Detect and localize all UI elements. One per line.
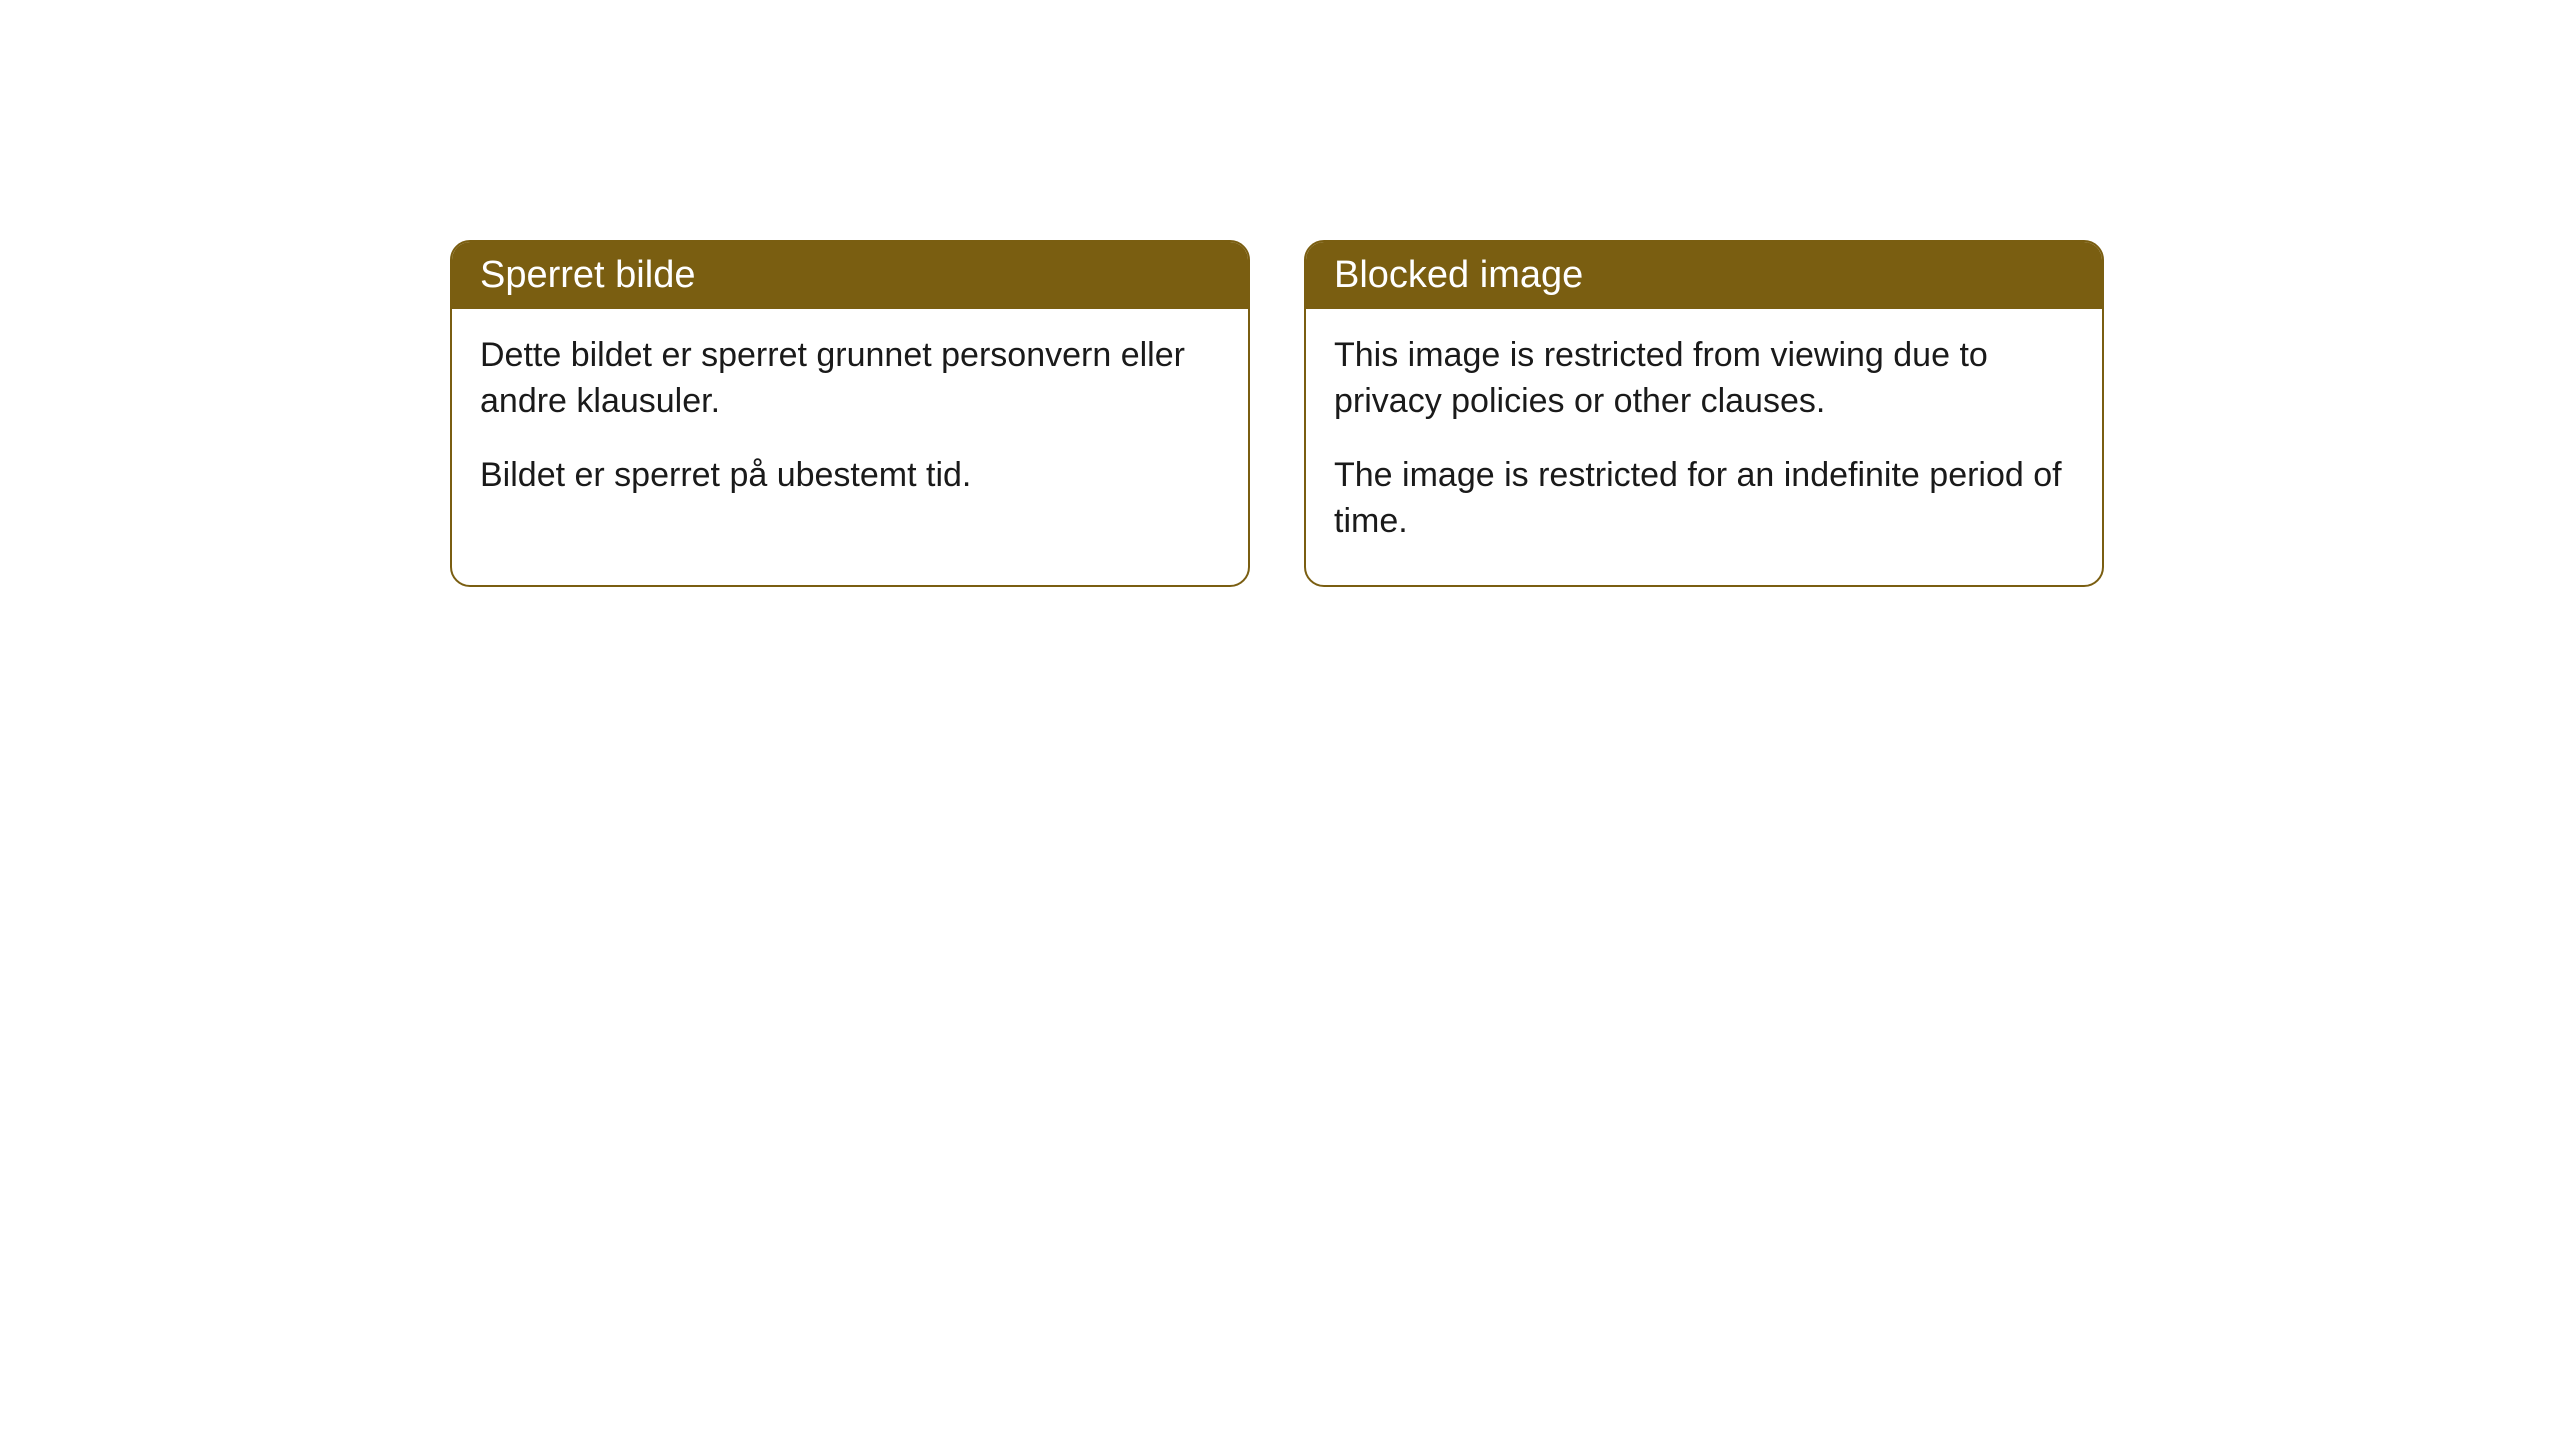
card-body: Dette bildet er sperret grunnet personve… xyxy=(452,309,1248,539)
card-paragraph-2: The image is restricted for an indefinit… xyxy=(1334,453,2074,545)
card-paragraph-1: This image is restricted from viewing du… xyxy=(1334,333,2074,425)
card-paragraph-2: Bildet er sperret på ubestemt tid. xyxy=(480,453,1220,499)
card-body: This image is restricted from viewing du… xyxy=(1306,309,2102,585)
cards-container: Sperret bilde Dette bildet er sperret gr… xyxy=(450,240,2104,587)
card-header: Blocked image xyxy=(1306,242,2102,309)
card-paragraph-1: Dette bildet er sperret grunnet personve… xyxy=(480,333,1220,425)
card-title: Blocked image xyxy=(1334,254,1583,296)
blocked-image-card-en: Blocked image This image is restricted f… xyxy=(1304,240,2104,587)
blocked-image-card-no: Sperret bilde Dette bildet er sperret gr… xyxy=(450,240,1250,587)
card-title: Sperret bilde xyxy=(480,254,695,296)
card-header: Sperret bilde xyxy=(452,242,1248,309)
